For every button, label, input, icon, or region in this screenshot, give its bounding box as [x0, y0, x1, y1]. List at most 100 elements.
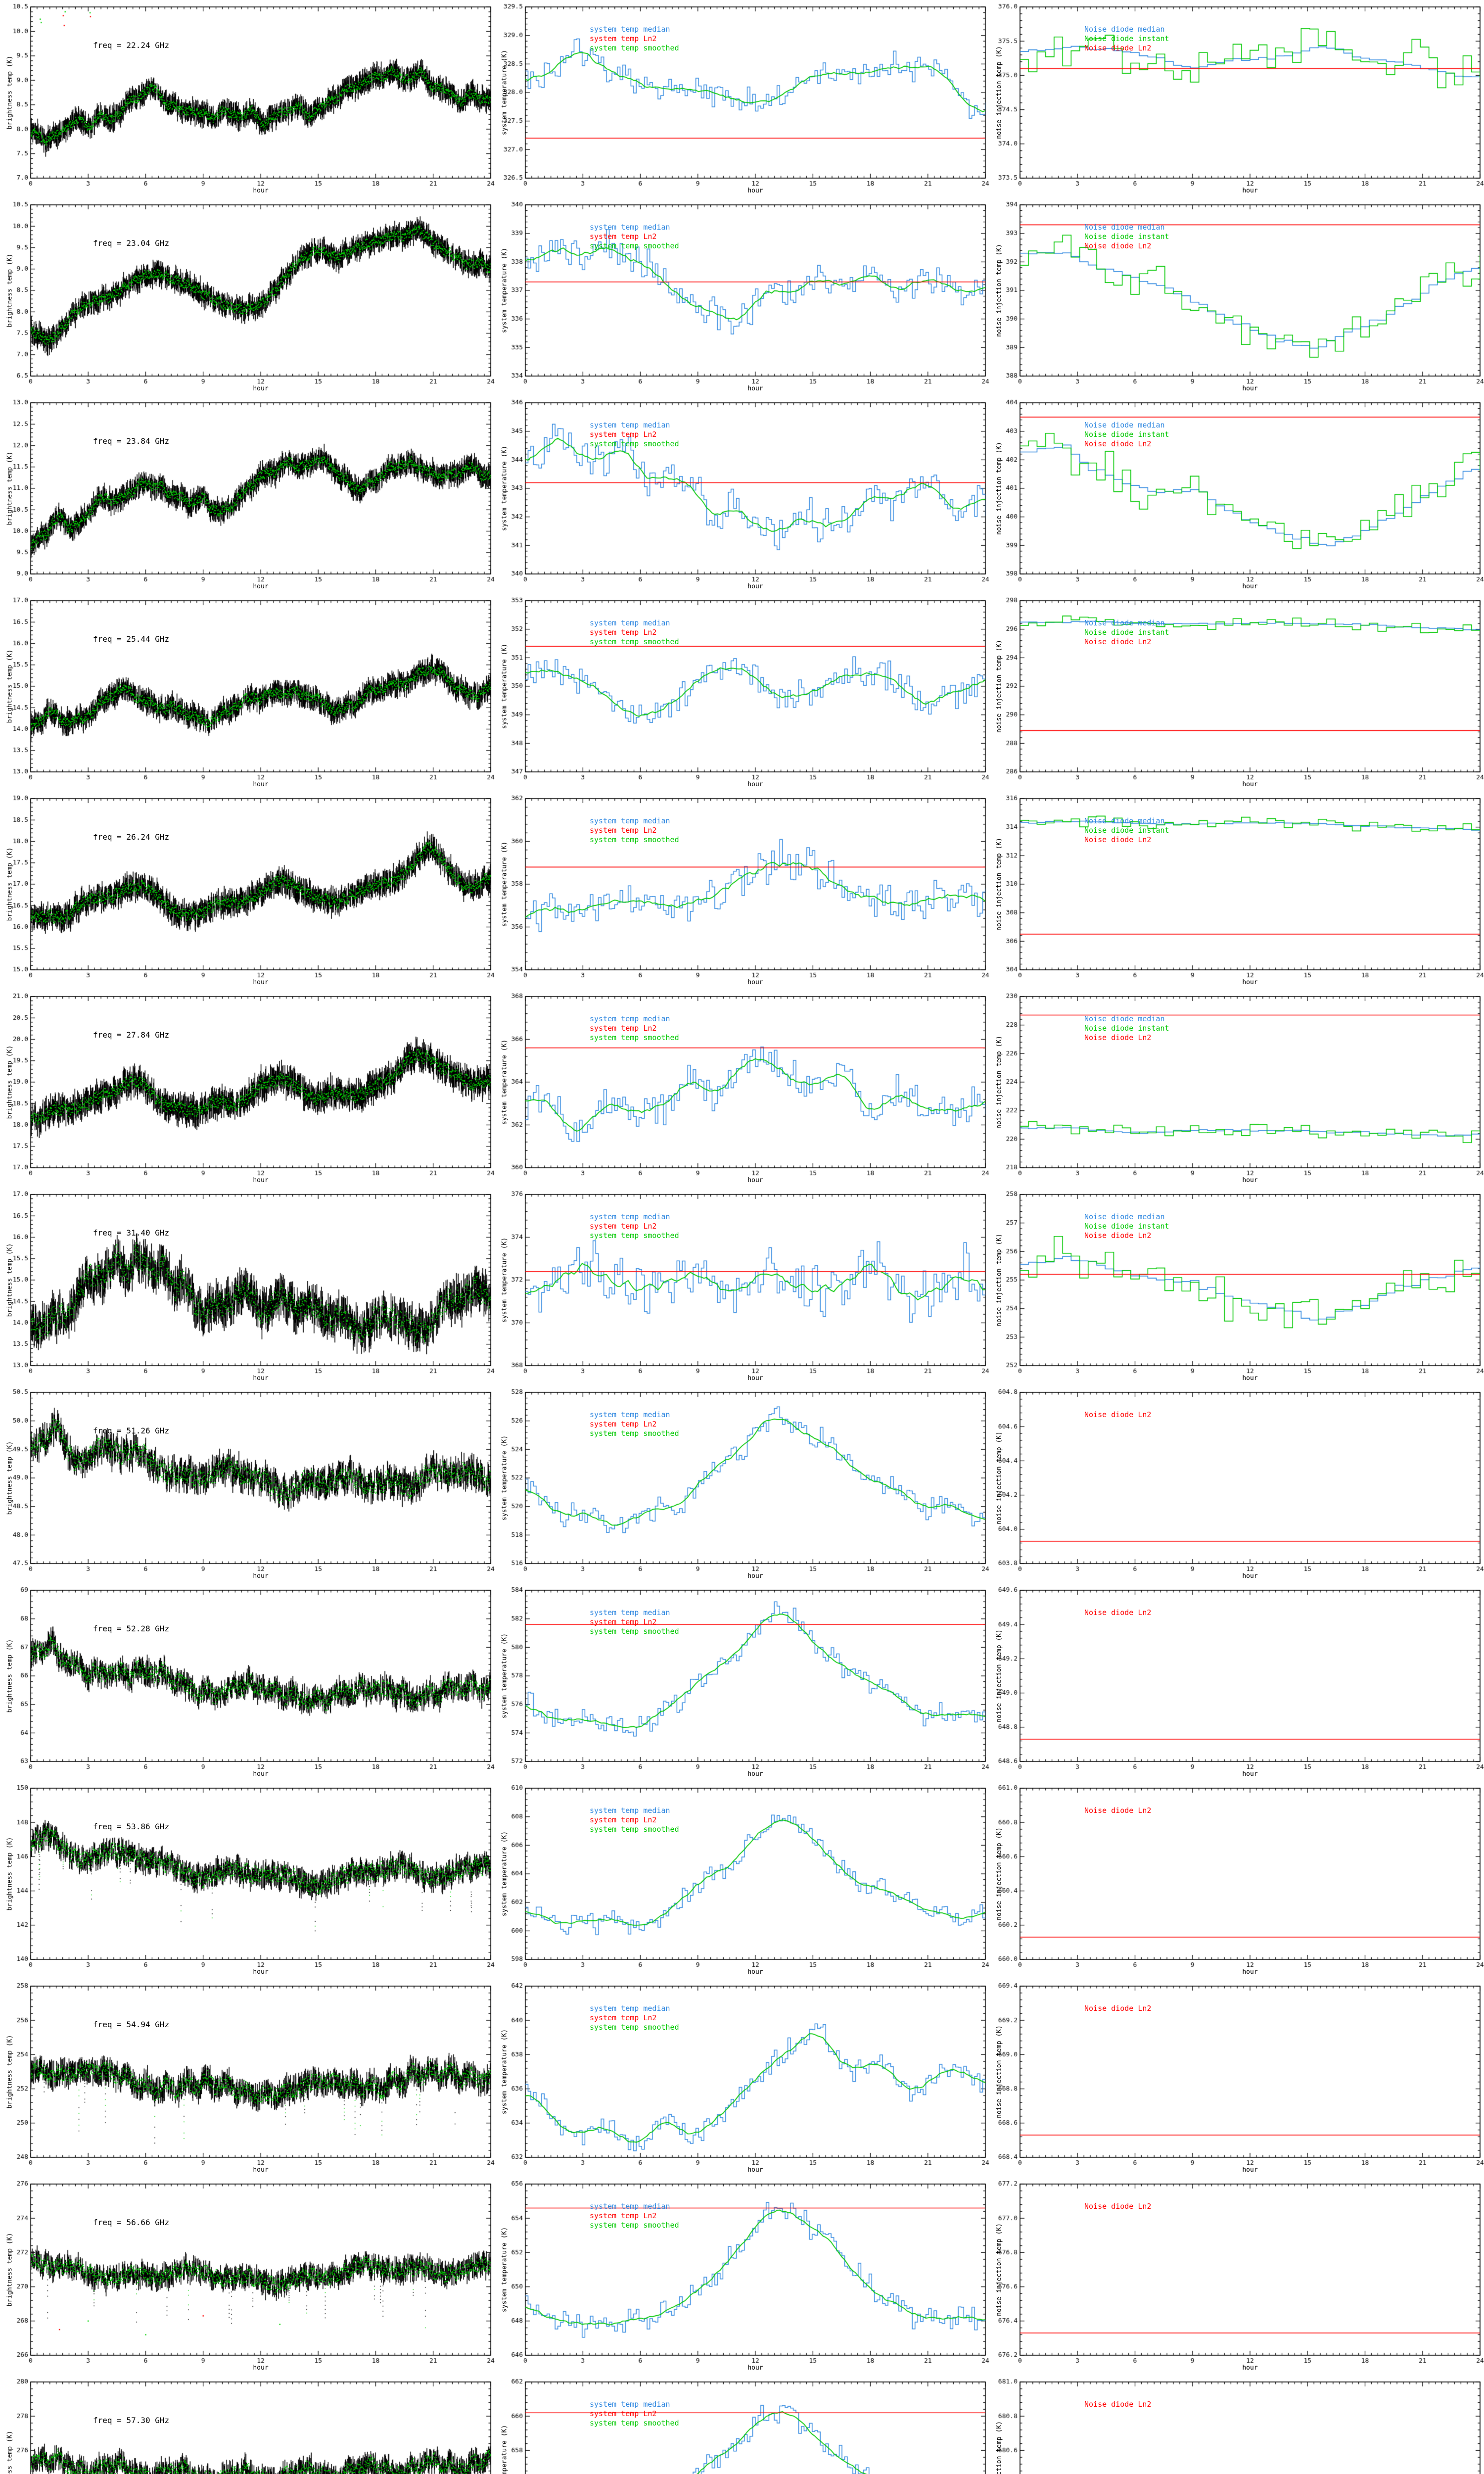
y-axis-title: brightness temp (K) — [6, 2233, 14, 2307]
y-axis-title: system temperature (K) — [501, 841, 509, 927]
y-axis-title: system temperature (K) — [501, 1237, 509, 1323]
middle-plot-canvas — [495, 396, 989, 594]
y-axis-title: brightness temp (K) — [6, 1441, 14, 1515]
subplot-row8-left: brightness temp (K) hour freq = 51.26 GHz — [0, 1385, 495, 1583]
subplot-row1-right: noise injection temp (K) hour Noise diode … — [989, 0, 1484, 198]
legend-entry: system temp smoothed — [590, 241, 679, 250]
x-axis-title: hour — [747, 187, 763, 194]
subplot-row12-left: brightness temp (K) hour freq = 56.66 GHz — [0, 2177, 495, 2375]
legend-entry: system temp smoothed — [590, 439, 679, 448]
subplot-row12-middle: system temperature (K) hour system temp me… — [495, 2177, 989, 2375]
y-axis-title: noise injection temp (K) — [995, 2223, 1003, 2316]
subplot-row7-left: brightness temp (K) hour freq = 31.40 GHz — [0, 1188, 495, 1385]
legend-entry: system temp Ln2 — [590, 430, 657, 439]
subplot-row2-right: noise injection temp (K) hour Noise diode … — [989, 198, 1484, 396]
subplot-row11-right: noise injection temp (K) hour Noise diode … — [989, 1979, 1484, 2177]
y-axis-title: brightness temp (K) — [6, 253, 14, 328]
right-plot-canvas — [989, 396, 1484, 594]
legend-entry: system temp median — [590, 2202, 670, 2211]
x-axis-title: hour — [747, 2364, 763, 2372]
legend-entry: system temp Ln2 — [590, 1420, 657, 1428]
subplot-row7-middle: system temperature (K) hour system temp me… — [495, 1188, 989, 1385]
x-axis-title: hour — [1242, 2166, 1258, 2174]
y-axis-title: noise injection temp (K) — [995, 2421, 1003, 2474]
plot-title: freq = 56.66 GHz — [93, 2218, 170, 2227]
legend-entry: system temp median — [590, 1410, 670, 1419]
x-axis-title: hour — [253, 1968, 269, 1976]
legend-entry: Noise diode instant — [1084, 628, 1169, 637]
legend-entry: system temp Ln2 — [590, 628, 657, 637]
left-plot-canvas — [0, 1583, 495, 1781]
middle-plot-canvas — [495, 1188, 989, 1385]
legend-entry: system temp Ln2 — [590, 2409, 657, 2418]
subplot-row4-middle: system temperature (K) hour system temp me… — [495, 594, 989, 792]
legend-entry: Noise diode median — [1084, 618, 1165, 627]
left-plot-canvas — [0, 1781, 495, 1979]
y-axis-title: brightness temp (K) — [6, 1243, 14, 1317]
subplot-row5-left: brightness temp (K) hour freq = 26.24 GHz — [0, 792, 495, 990]
legend-entry: Noise diode instant — [1084, 430, 1169, 439]
legend-entry: Noise diode Ln2 — [1084, 2202, 1152, 2211]
legend-entry: Noise diode Ln2 — [1084, 1806, 1152, 1815]
subplot-row9-middle: system temperature (K) hour system temp me… — [495, 1583, 989, 1781]
legend-entry: system temp median — [590, 25, 670, 34]
y-axis-title: noise injection temp (K) — [995, 244, 1003, 337]
subplot-row5-middle: system temperature (K) hour system temp me… — [495, 792, 989, 990]
legend-entry: system temp median — [590, 223, 670, 232]
legend-entry: system temp smoothed — [590, 2419, 679, 2427]
left-plot-canvas — [0, 990, 495, 1188]
legend-entry: Noise diode instant — [1084, 34, 1169, 43]
y-axis-title: brightness temp (K) — [6, 649, 14, 723]
middle-plot-canvas — [495, 990, 989, 1188]
subplot-row9-right: noise injection temp (K) hour Noise diode … — [989, 1583, 1484, 1781]
y-axis-title: noise injection temp (K) — [995, 640, 1003, 733]
subplot-row1-left: brightness temp (K) hour freq = 22.24 GHz — [0, 0, 495, 198]
plot-title: freq = 52.28 GHz — [93, 1624, 170, 1633]
legend-entry: system temp Ln2 — [590, 1618, 657, 1626]
legend-entry: Noise diode Ln2 — [1084, 1033, 1152, 1042]
plot-title: freq = 53.86 GHz — [93, 1822, 170, 1831]
left-plot-canvas — [0, 792, 495, 990]
legend-entry: system temp smoothed — [590, 1033, 679, 1042]
y-axis-title: system temperature (K) — [501, 1039, 509, 1125]
plot-title: freq = 23.04 GHz — [93, 238, 170, 248]
legend-entry: system temp smoothed — [590, 835, 679, 844]
right-plot-canvas — [989, 1979, 1484, 2177]
x-axis-title: hour — [747, 979, 763, 986]
middle-plot-canvas — [495, 1385, 989, 1583]
x-axis-title: hour — [253, 1177, 269, 1184]
legend-entry: system temp Ln2 — [590, 1222, 657, 1231]
right-plot-canvas — [989, 0, 1484, 198]
left-plot-canvas — [0, 594, 495, 792]
y-axis-title: noise injection temp (K) — [995, 1629, 1003, 1722]
subplot-row3-right: noise injection temp (K) hour Noise diode … — [989, 396, 1484, 594]
legend-entry: system temp Ln2 — [590, 826, 657, 835]
legend-entry: Noise diode Ln2 — [1084, 241, 1152, 250]
y-axis-title: noise injection temp (K) — [995, 1234, 1003, 1327]
left-plot-canvas — [0, 0, 495, 198]
subplot-row11-middle: system temperature (K) hour system temp me… — [495, 1979, 989, 2177]
y-axis-title: noise injection temp (K) — [995, 838, 1003, 931]
subplot-row4-right: noise injection temp (K) hour Noise diode … — [989, 594, 1484, 792]
y-axis-title: noise injection temp (K) — [995, 46, 1003, 139]
x-axis-title: hour — [747, 1375, 763, 1382]
plot-title: freq = 26.24 GHz — [93, 832, 170, 842]
x-axis-title: hour — [253, 979, 269, 986]
plot-title: freq = 27.84 GHz — [93, 1030, 170, 1040]
y-axis-title: brightness temp (K) — [6, 1837, 14, 1911]
y-axis-title: system temperature (K) — [501, 1831, 509, 1917]
left-plot-canvas — [0, 2375, 495, 2474]
x-axis-title: hour — [1242, 1572, 1258, 1580]
y-axis-title: noise injection temp (K) — [995, 1036, 1003, 1129]
y-axis-title: system temperature (K) — [501, 2425, 509, 2474]
y-axis-title: brightness temp (K) — [6, 1639, 14, 1713]
subplot-row10-middle: system temperature (K) hour system temp me… — [495, 1781, 989, 1979]
y-axis-title: noise injection temp (K) — [995, 442, 1003, 535]
subplot-row11-left: brightness temp (K) hour freq = 54.94 GHz — [0, 1979, 495, 2177]
legend-entry: system temp smoothed — [590, 1231, 679, 1240]
right-plot-canvas — [989, 2375, 1484, 2474]
x-axis-title: hour — [253, 1770, 269, 1778]
right-plot-canvas — [989, 1781, 1484, 1979]
x-axis-title: hour — [253, 1375, 269, 1382]
left-plot-canvas — [0, 198, 495, 396]
